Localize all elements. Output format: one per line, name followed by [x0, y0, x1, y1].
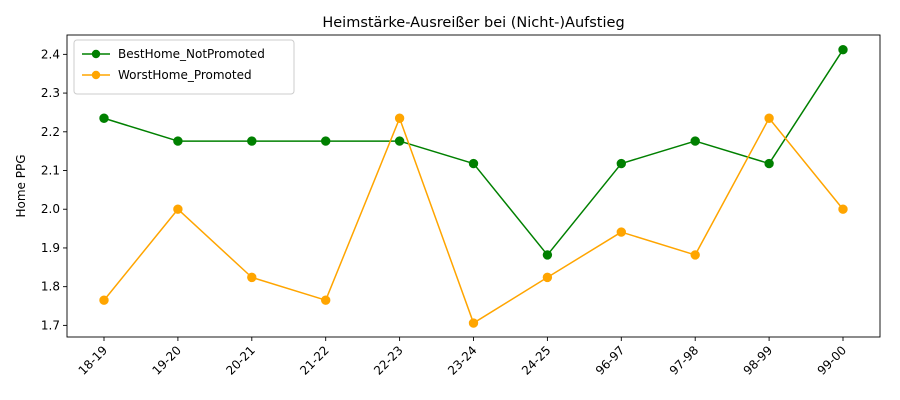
- data-point-0-6: [542, 250, 553, 260]
- data-point-0-3: [321, 136, 331, 146]
- x-tick-label-4: 22-23: [371, 343, 406, 378]
- data-point-0-8: [690, 136, 700, 146]
- legend-marker-0: [91, 49, 101, 59]
- data-point-1-1: [173, 204, 183, 214]
- legend-label-0: BestHome_NotPromoted: [118, 47, 265, 61]
- x-tick-label-6: 24-25: [519, 343, 554, 378]
- series-line-1: [103, 117, 844, 324]
- data-point-0-4: [394, 136, 405, 146]
- legend: BestHome_NotPromoted WorstHome_Promoted: [73, 39, 295, 95]
- x-tick-label-1: 19-20: [149, 343, 184, 378]
- data-point-1-8: [690, 250, 700, 260]
- data-point-0-2: [247, 136, 257, 146]
- data-point-1-5: [468, 318, 479, 328]
- x-tick-label-10: 99-00: [815, 343, 850, 378]
- data-point-0-10: [838, 45, 848, 55]
- y-tick-label-3: 2.0: [41, 202, 60, 216]
- data-point-0-9: [764, 158, 774, 169]
- legend-box: [73, 39, 295, 95]
- data-point-1-6: [542, 272, 553, 283]
- data-point-1-10: [838, 204, 848, 214]
- x-tick-label-2: 20-21: [223, 343, 258, 378]
- x-tick-label-7: 96-97: [593, 343, 628, 378]
- data-point-1-3: [321, 295, 331, 305]
- y-axis-label: Home PPG: [14, 154, 28, 217]
- data-point-1-7: [616, 227, 626, 237]
- y-tick-label-7: 2.4: [41, 47, 60, 61]
- data-point-1-9: [764, 113, 774, 123]
- y-tick-label-5: 2.2: [41, 125, 60, 139]
- y-tick-label-1: 1.8: [41, 280, 60, 294]
- y-tick-label-4: 2.1: [41, 164, 60, 178]
- data-point-1-4: [394, 113, 405, 123]
- y-tick-label-2: 1.9: [41, 241, 60, 255]
- data-point-0-0: [99, 113, 109, 123]
- x-tick-label-5: 23-24: [445, 343, 480, 378]
- x-tick-label-9: 98-99: [741, 343, 776, 378]
- legend-marker-1: [91, 70, 101, 80]
- x-tick-label-3: 21-22: [297, 343, 332, 378]
- data-point-0-1: [173, 136, 183, 146]
- data-point-1-2: [247, 272, 257, 283]
- plot-area: [99, 45, 848, 328]
- x-tick-label-8: 97-98: [667, 343, 702, 378]
- legend-label-1: WorstHome_Promoted: [118, 68, 252, 82]
- y-tick-label-6: 2.3: [41, 86, 60, 100]
- data-point-1-0: [99, 295, 109, 305]
- chart-title: Heimstärke-Ausreißer bei (Nicht-)Aufstie…: [322, 15, 624, 31]
- y-tick-label-0: 1.7: [41, 318, 60, 332]
- data-point-0-5: [468, 158, 479, 169]
- x-tick-label-0: 18-19: [76, 343, 111, 378]
- data-point-0-7: [616, 158, 626, 169]
